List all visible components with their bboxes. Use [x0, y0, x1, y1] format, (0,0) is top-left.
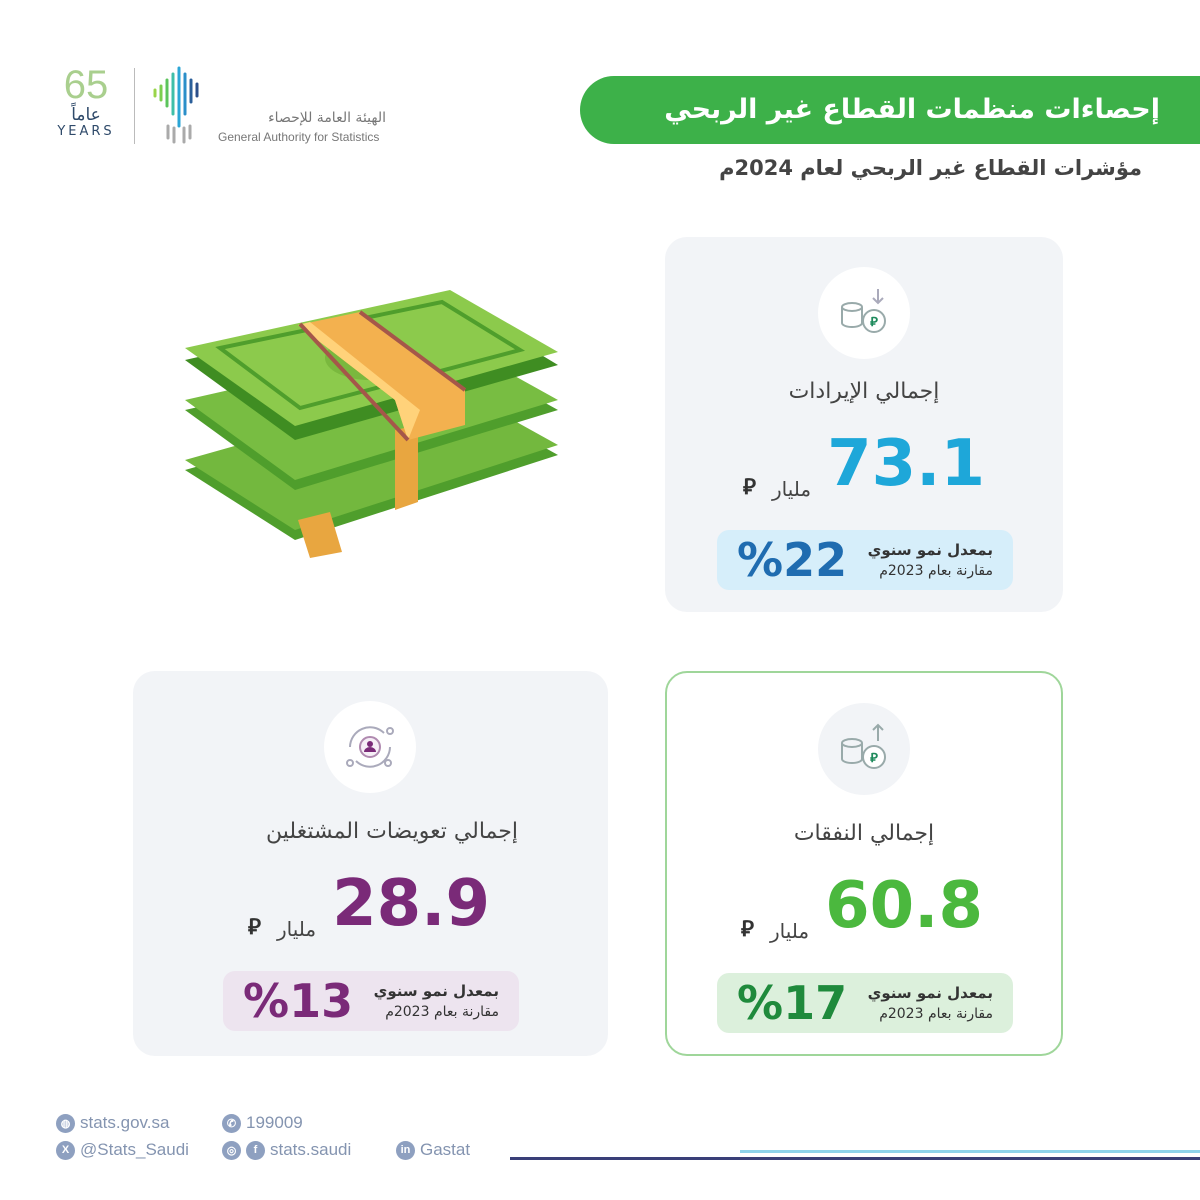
compensation-card: إجمالي تعويضات المشتغلين ⃁ مليار 28.9 %1… — [133, 671, 608, 1056]
riyal-icon: ⃁ — [740, 917, 754, 942]
growth-compare: مقارنة بعام 2023م — [385, 1003, 499, 1020]
anniversary-logo: 65 عاماً YEARS — [54, 64, 118, 139]
card-label: إجمالي الإيرادات — [788, 379, 940, 404]
globe-icon: ◍ — [56, 1113, 75, 1133]
website-link[interactable]: stats.gov.sa — [80, 1113, 170, 1132]
card-label: إجمالي النفقات — [793, 821, 935, 846]
footer-line — [510, 1157, 1200, 1160]
riyal-icon: ⃁ — [247, 915, 261, 940]
growth-compare: مقارنة بعام 2023م — [879, 1005, 993, 1022]
coins-arrow-down-icon: ⃁ — [818, 267, 910, 359]
linkedin-icon: in — [396, 1140, 415, 1160]
anniversary-number: 65 — [63, 63, 109, 107]
growth-percent: %22 — [737, 533, 848, 587]
growth-pill: %17 بمعدل نمو سنوي مقارنة بعام 2023م — [717, 973, 1013, 1033]
page-title: إحصاءات منظمات القطاع غير الربحي — [580, 76, 1200, 144]
unit-label: مليار — [769, 919, 810, 943]
svg-text:⃁: ⃁ — [870, 315, 878, 330]
page-subtitle: مؤشرات القطاع غير الربحي لعام 2024م — [719, 156, 1142, 180]
twitter-handle[interactable]: @Stats_Saudi — [80, 1140, 189, 1159]
growth-label: بمعدل نمو سنوي — [373, 981, 499, 1000]
coins-arrow-up-icon: ⃁ — [818, 703, 910, 795]
growth-compare: مقارنة بعام 2023م — [879, 562, 993, 579]
unit-label: مليار — [276, 917, 317, 941]
footer-social[interactable]: ◎ f stats.saudi — [222, 1140, 351, 1160]
org-name-ar: الهيئة العامة للإحصاء — [268, 110, 386, 126]
footer-website[interactable]: ◍ stats.gov.sa — [56, 1113, 169, 1133]
growth-label: بمعدل نمو سنوي — [867, 540, 993, 559]
anniversary-ar: عاماً — [71, 105, 101, 125]
footer-line-accent — [740, 1150, 1200, 1153]
riyal-icon: ⃁ — [742, 475, 756, 500]
compensation-value: 28.9 — [332, 867, 490, 941]
unit-label: مليار — [771, 477, 812, 501]
growth-percent: %17 — [737, 976, 848, 1030]
linkedin-handle[interactable]: Gastat — [420, 1140, 471, 1159]
revenue-card: ⃁ إجمالي الإيرادات ⃁ مليار 73.1 %22 بمعد… — [665, 237, 1063, 612]
social-handle[interactable]: stats.saudi — [270, 1140, 352, 1159]
expenses-card: ⃁ إجمالي النفقات ⃁ مليار 60.8 %17 بمعدل … — [665, 671, 1063, 1056]
expenses-value: 60.8 — [825, 869, 983, 943]
card-label: إجمالي تعويضات المشتغلين — [266, 819, 518, 844]
instagram-icon: ◎ — [222, 1140, 241, 1160]
footer-twitter[interactable]: X @Stats_Saudi — [56, 1140, 189, 1160]
phone-number[interactable]: 199009 — [246, 1113, 303, 1132]
gastat-logo-icon — [153, 66, 199, 144]
org-name-en: General Authority for Statistics — [218, 130, 380, 144]
bill-top — [185, 290, 558, 442]
growth-label: بمعدل نمو سنوي — [867, 983, 993, 1002]
logo-divider — [134, 68, 135, 144]
money-stack-illustration — [185, 290, 558, 558]
growth-percent: %13 — [243, 974, 354, 1028]
anniversary-en: YEARS — [57, 124, 115, 139]
facebook-icon: f — [246, 1140, 265, 1160]
footer-linkedin[interactable]: in Gastat — [396, 1140, 470, 1160]
employee-cycle-icon — [324, 701, 416, 793]
phone-icon: ✆ — [222, 1113, 241, 1133]
x-twitter-icon: X — [56, 1140, 75, 1160]
svg-text:⃁: ⃁ — [870, 751, 878, 766]
growth-pill: %22 بمعدل نمو سنوي مقارنة بعام 2023م — [717, 530, 1013, 590]
footer-phone[interactable]: ✆ 199009 — [222, 1113, 303, 1133]
revenue-value: 73.1 — [827, 427, 985, 501]
growth-pill: %13 بمعدل نمو سنوي مقارنة بعام 2023م — [223, 971, 519, 1031]
